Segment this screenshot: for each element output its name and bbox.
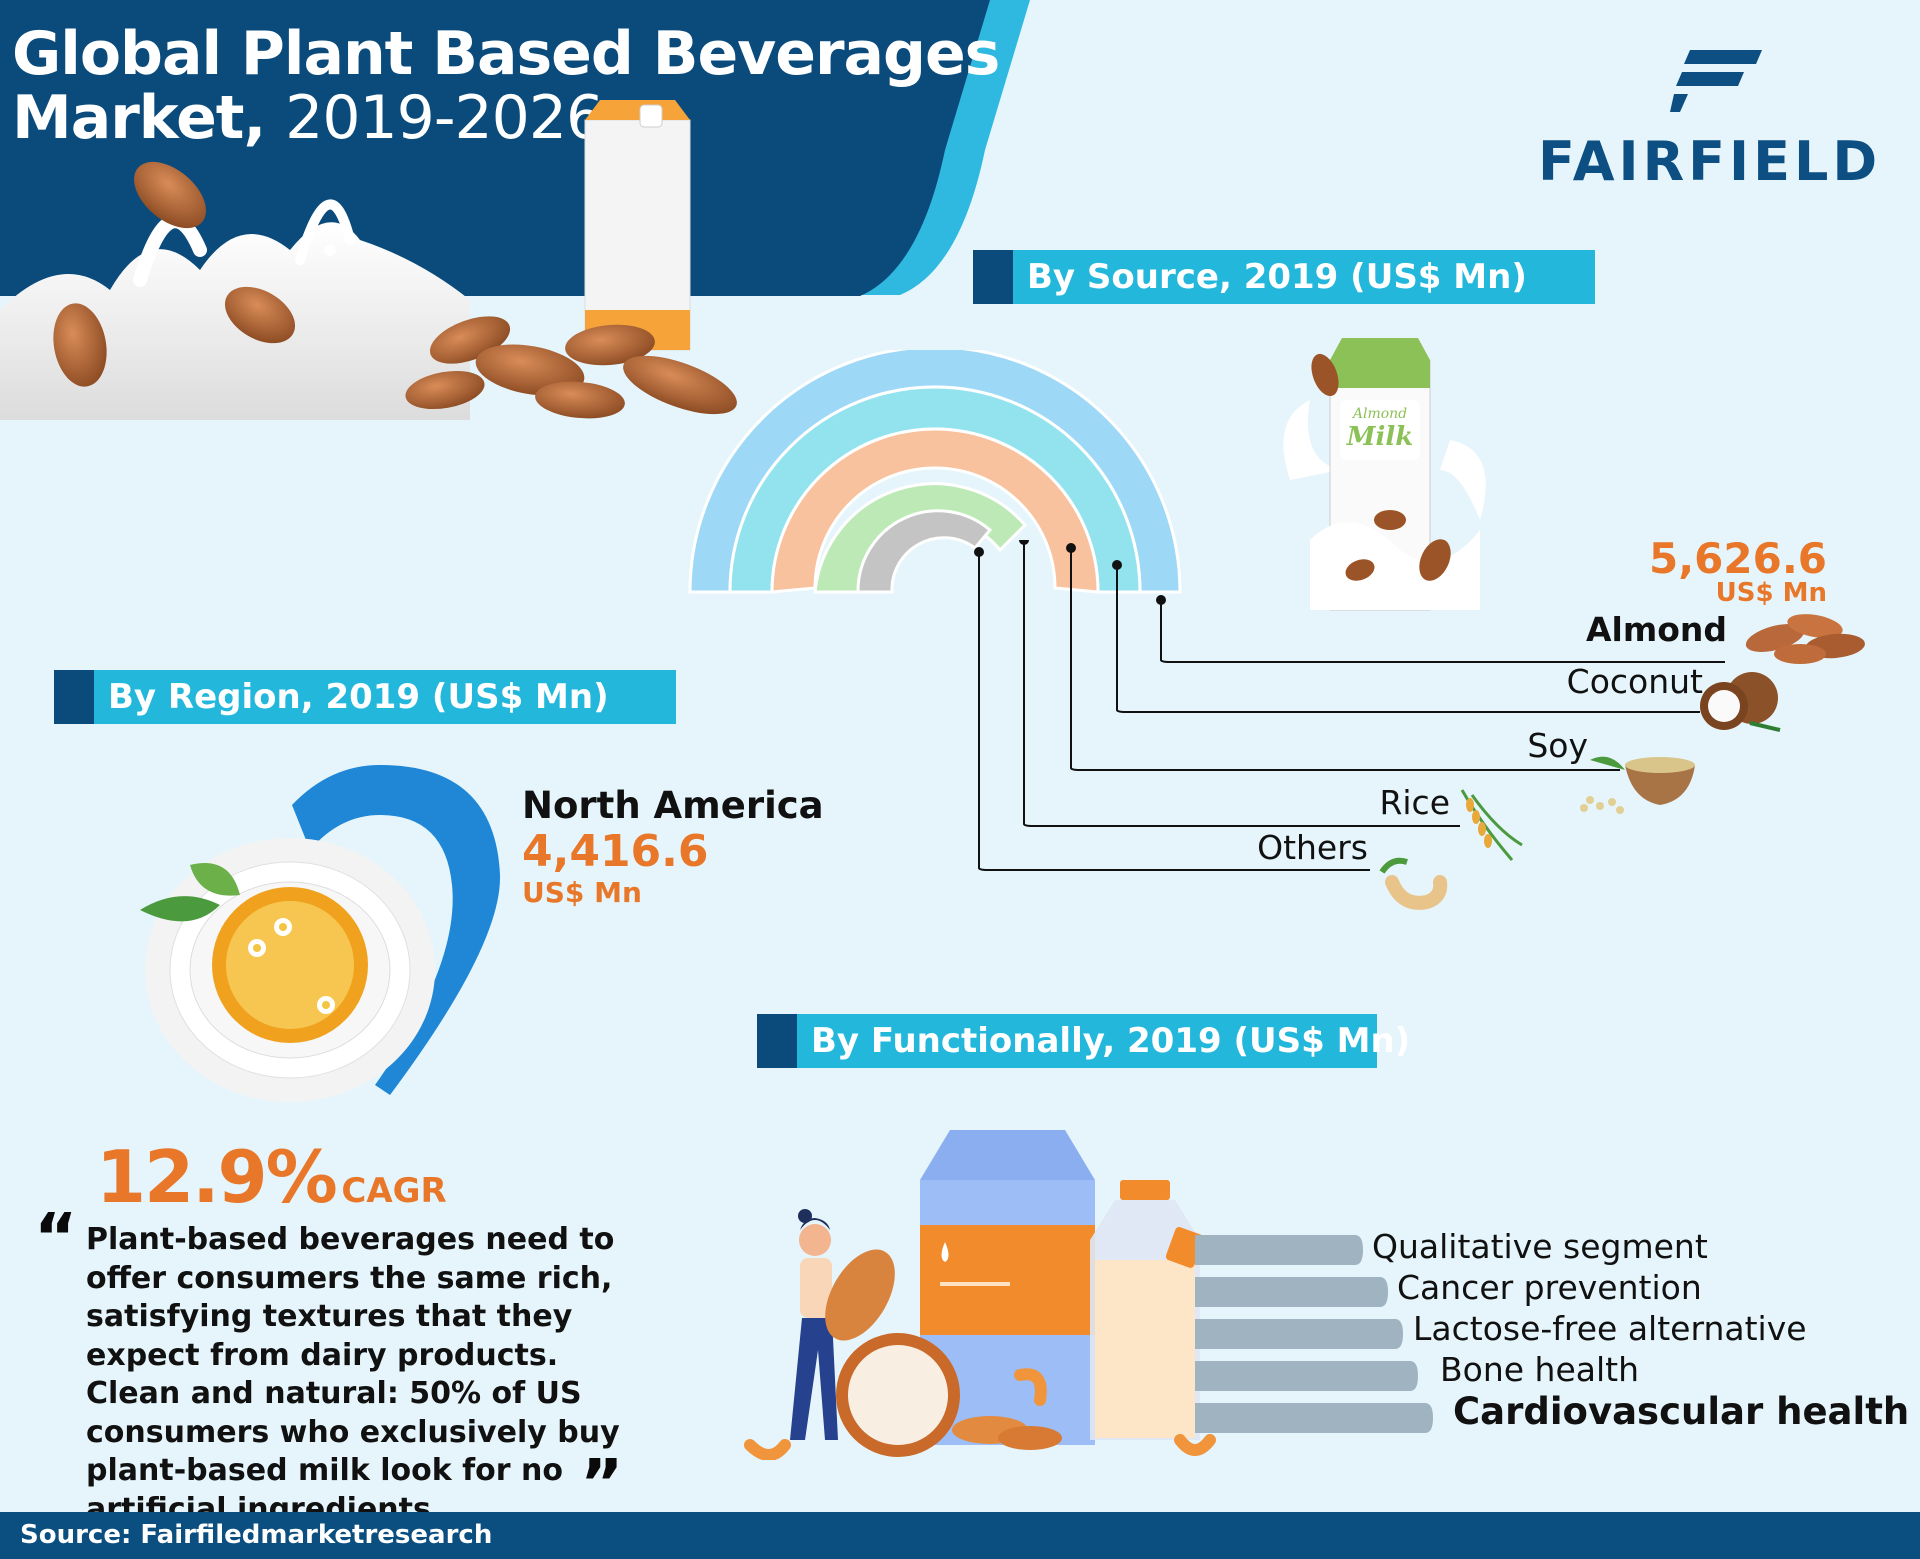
function-label-lactose-free-alternative: Lactose-free alternative [1413, 1309, 1807, 1348]
title-years: 2019-2026 [285, 83, 604, 153]
svg-text:Almond: Almond [1351, 406, 1407, 422]
bar-lactose-free-alternative [1195, 1319, 1403, 1349]
heading-marker [973, 250, 1013, 304]
cagr-label: CAGR [341, 1171, 447, 1211]
function-label-cardiovascular-health: Cardiovascular health [1453, 1390, 1910, 1433]
cashew-icon [1379, 857, 1448, 910]
plant-milk-illustration [744, 1130, 1216, 1460]
almond-value-unit: US$ Mn [1715, 578, 1827, 608]
close-quote-icon: ” [580, 1445, 624, 1522]
fairfield-logo-icon [1670, 50, 1762, 112]
source-footer: Source: Fairfiledmarketresearch [0, 1512, 1920, 1559]
source-leader-lines [974, 540, 1725, 871]
source-label-soy: Soy [1527, 726, 1588, 765]
by-region-heading-text: By Region, 2019 (US$ Mn) [108, 677, 609, 717]
fairfield-logo-text: FAIRFIELD [1538, 130, 1882, 193]
bar-bone-health [1195, 1361, 1418, 1391]
function-label-qualitative-segment: Qualitative segment [1372, 1227, 1708, 1266]
by-function-heading-text: By Functionally, 2019 (US$ Mn) [811, 1021, 1411, 1061]
source-label-rice: Rice [1379, 783, 1450, 822]
function-label-cancer-prevention: Cancer prevention [1397, 1268, 1702, 1307]
by-source-heading: By Source, 2019 (US$ Mn) [973, 250, 1595, 304]
soybeans-icon [1580, 756, 1695, 814]
header-banner [0, 0, 1030, 296]
coconut-icon [1700, 672, 1781, 732]
region-name: North America [522, 784, 824, 827]
source-label-others: Others [1257, 828, 1368, 867]
bar-cancer-prevention [1195, 1277, 1388, 1307]
heading-marker [757, 1014, 797, 1068]
page-title: Global Plant Based Beverages Market, 201… [12, 19, 1000, 150]
source-label-almond: Almond [1585, 610, 1727, 649]
map-pin-tea-cup-illustration [140, 765, 501, 1102]
rice-stalk-icon [1460, 789, 1523, 861]
cagr-value: 12.9% [96, 1135, 338, 1219]
almonds-icon [1745, 614, 1865, 664]
by-source-heading-text: By Source, 2019 (US$ Mn) [1027, 257, 1527, 297]
cagr-block: 12.9% CAGR [96, 1135, 447, 1219]
svg-text:Milk: Milk [1346, 422, 1414, 452]
heading-marker [54, 670, 94, 724]
almond-milk-splash-illustration [0, 100, 737, 420]
title-market: Market, [12, 83, 266, 153]
by-region-heading: By Region, 2019 (US$ Mn) [54, 670, 676, 724]
bar-cardiovascular-health [1195, 1403, 1433, 1433]
arc-others [856, 509, 993, 594]
by-function-heading: By Functionally, 2019 (US$ Mn) [757, 1014, 1410, 1068]
region-value: 4,416.6 [522, 826, 709, 877]
open-quote-icon: “ [34, 1199, 78, 1276]
almond-milk-carton-icon: Almond Milk [1283, 338, 1486, 611]
title-line-2: Market, 2019-2026 [12, 86, 999, 150]
almond-value: 5,626.6 [1648, 534, 1827, 583]
milk-carton-icon [584, 100, 691, 351]
function-label-bone-health: Bone health [1440, 1350, 1639, 1389]
function-bars [1195, 1235, 1433, 1433]
title-line-1: Global Plant Based Beverages [12, 19, 1000, 89]
arc-soy [770, 427, 1100, 594]
quote-text: Plant-based beverages need to offer cons… [86, 1222, 620, 1527]
source-rainbow-chart [688, 350, 1182, 594]
region-value-unit: US$ Mn [522, 876, 642, 909]
source-label-coconut: Coconut [1566, 662, 1703, 701]
bar-qualitative-segment [1195, 1235, 1363, 1265]
